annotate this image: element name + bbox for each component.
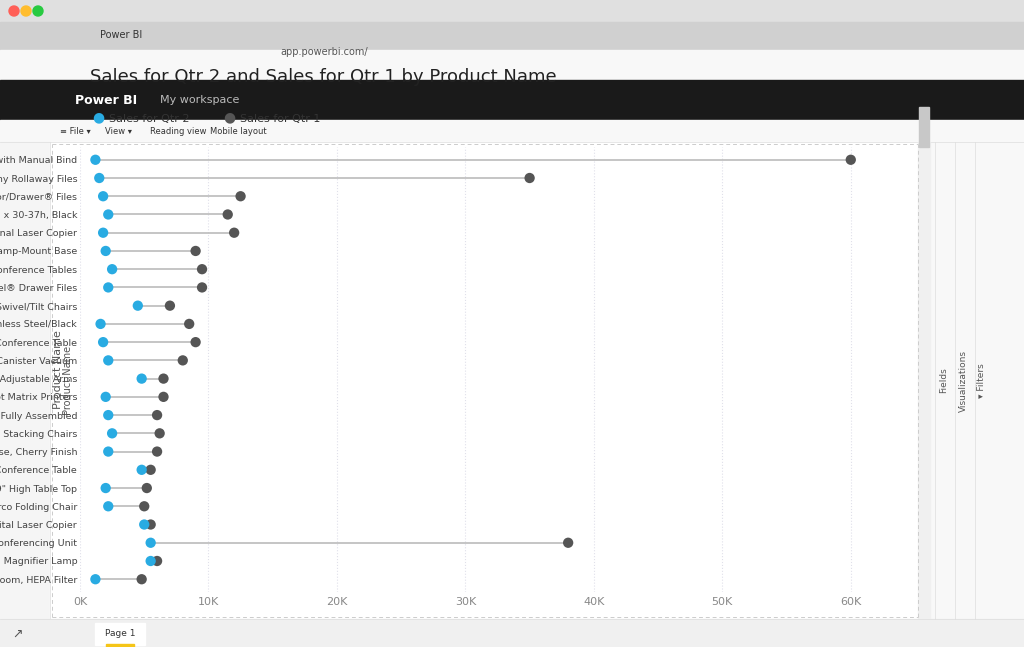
Bar bbox=[0, 619, 1024, 647]
Bar bbox=[919, 107, 929, 147]
Bar bbox=[930, 142, 1024, 647]
Bar bbox=[0, 22, 1024, 50]
Point bbox=[97, 483, 114, 493]
Point bbox=[142, 556, 159, 566]
Point bbox=[156, 391, 172, 402]
Point bbox=[97, 246, 114, 256]
Bar bbox=[95, 623, 145, 645]
Point bbox=[92, 319, 109, 329]
Point bbox=[136, 520, 153, 530]
Point bbox=[133, 373, 150, 384]
Text: My workspace: My workspace bbox=[160, 95, 240, 105]
Point bbox=[103, 428, 120, 439]
Point bbox=[148, 410, 165, 421]
Bar bbox=[50, 142, 918, 619]
Point bbox=[148, 556, 165, 566]
Text: Sales for Qtr 2: Sales for Qtr 2 bbox=[109, 115, 189, 124]
Text: Product Name: Product Name bbox=[53, 330, 63, 409]
Point bbox=[103, 264, 120, 274]
Point bbox=[560, 538, 577, 548]
Point bbox=[97, 391, 114, 402]
Text: Fields: Fields bbox=[939, 367, 948, 393]
Point bbox=[219, 209, 236, 219]
Point bbox=[87, 574, 103, 584]
Bar bbox=[106, 644, 134, 647]
Circle shape bbox=[33, 6, 43, 16]
Point bbox=[152, 428, 168, 439]
Point bbox=[100, 355, 117, 366]
Text: Mobile layout: Mobile layout bbox=[210, 127, 266, 135]
Text: Sales for Qtr 1: Sales for Qtr 1 bbox=[240, 115, 321, 124]
Bar bbox=[0, 80, 1024, 120]
Point bbox=[95, 337, 112, 347]
Point bbox=[95, 191, 112, 201]
Text: Sales for Qtr 2 and Sales for Qtr 1 by Product Name: Sales for Qtr 2 and Sales for Qtr 1 by P… bbox=[90, 67, 557, 85]
Point bbox=[232, 191, 249, 201]
Text: Power BI: Power BI bbox=[75, 94, 137, 107]
Point bbox=[95, 228, 112, 238]
Text: ●: ● bbox=[223, 111, 236, 124]
Point bbox=[162, 300, 178, 311]
Point bbox=[133, 574, 150, 584]
Point bbox=[142, 538, 159, 548]
Bar bbox=[0, 0, 1024, 22]
Point bbox=[142, 520, 159, 530]
Point bbox=[138, 483, 155, 493]
Point bbox=[187, 337, 204, 347]
Point bbox=[100, 209, 117, 219]
Text: Power BI: Power BI bbox=[100, 30, 142, 40]
Point bbox=[843, 155, 859, 165]
Circle shape bbox=[22, 6, 31, 16]
Point bbox=[194, 264, 210, 274]
Point bbox=[194, 282, 210, 292]
Text: View ▾: View ▾ bbox=[105, 127, 132, 135]
Point bbox=[136, 501, 153, 512]
Text: ≡ File ▾: ≡ File ▾ bbox=[60, 127, 91, 135]
Bar bbox=[0, 142, 50, 647]
Point bbox=[133, 465, 150, 475]
Text: ●: ● bbox=[92, 111, 104, 124]
Circle shape bbox=[9, 6, 19, 16]
Text: ↗: ↗ bbox=[12, 628, 24, 641]
Text: Product Name: Product Name bbox=[63, 346, 73, 415]
Point bbox=[100, 446, 117, 457]
Point bbox=[156, 373, 172, 384]
Point bbox=[187, 246, 204, 256]
Point bbox=[91, 173, 108, 183]
Point bbox=[181, 319, 198, 329]
Point bbox=[100, 282, 117, 292]
Text: Visualizations: Visualizations bbox=[958, 349, 968, 411]
Point bbox=[100, 501, 117, 512]
Point bbox=[521, 173, 538, 183]
Bar bbox=[0, 120, 1024, 142]
Point bbox=[100, 410, 117, 421]
Point bbox=[174, 355, 190, 366]
Text: Page 1: Page 1 bbox=[104, 630, 135, 639]
Point bbox=[148, 446, 165, 457]
Point bbox=[142, 465, 159, 475]
Point bbox=[226, 228, 243, 238]
Bar bbox=[918, 142, 930, 619]
Bar bbox=[0, 50, 1024, 80]
Text: Reading view: Reading view bbox=[150, 127, 207, 135]
Text: ▾ Filters: ▾ Filters bbox=[978, 363, 986, 398]
Point bbox=[87, 155, 103, 165]
Text: app.powerbi.com/: app.powerbi.com/ bbox=[280, 47, 368, 57]
Point bbox=[130, 300, 146, 311]
